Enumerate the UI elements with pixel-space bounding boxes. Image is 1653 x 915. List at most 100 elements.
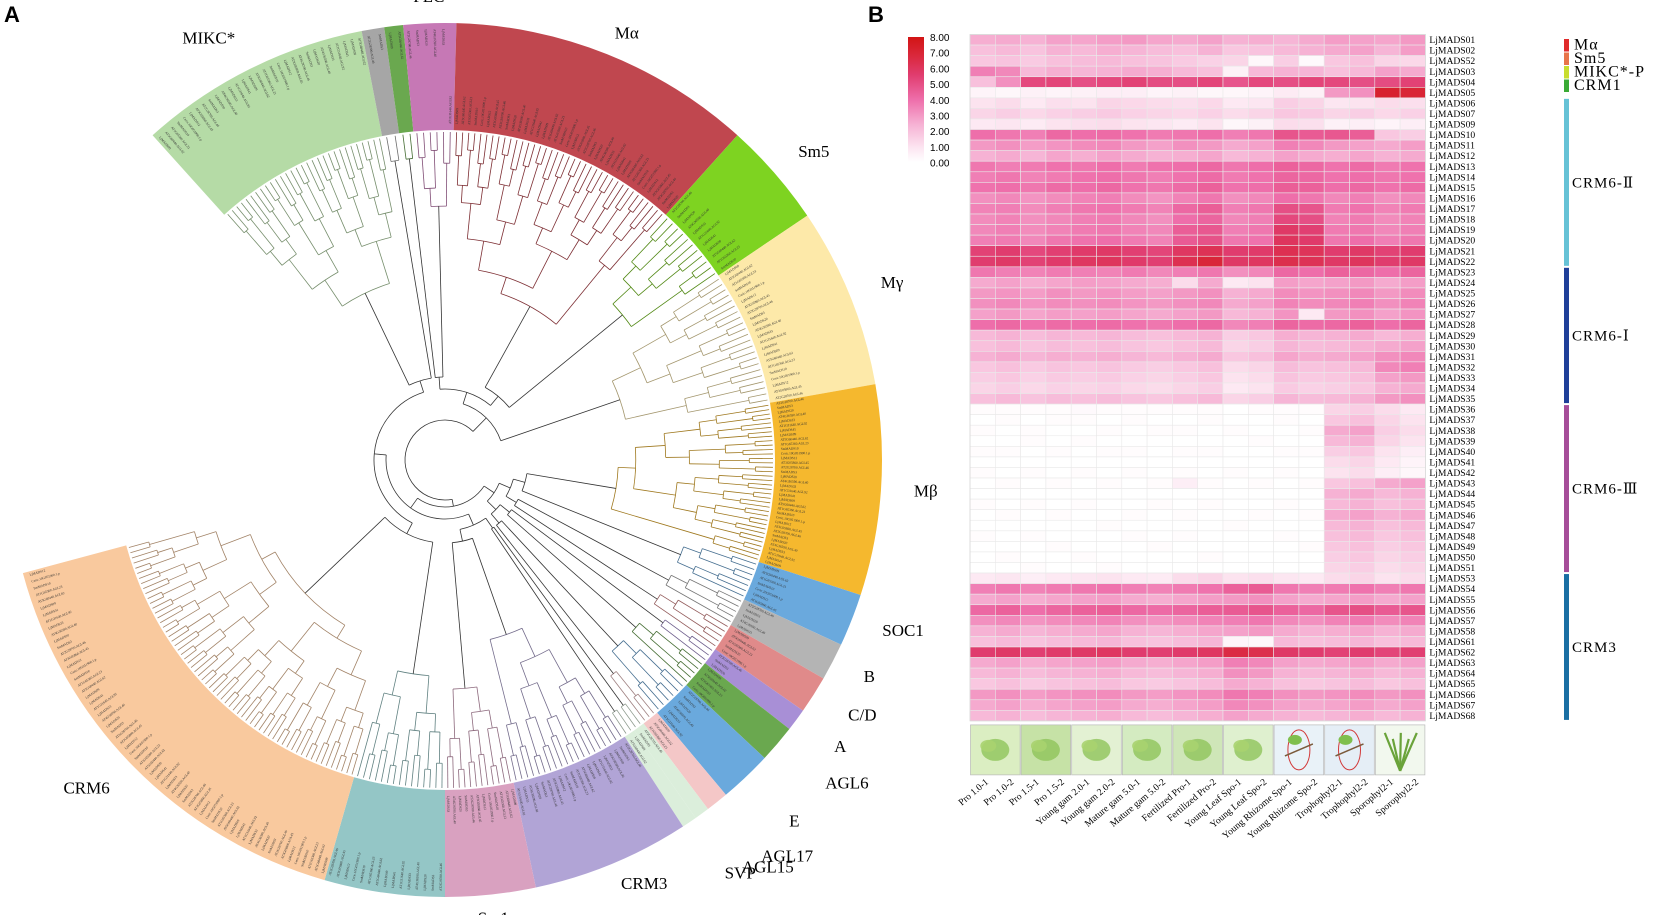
heatmap-cell <box>994 129 1021 141</box>
heatmap-cell <box>1298 372 1325 384</box>
subfamily-label: MIKC*-P <box>1574 64 1645 81</box>
heatmap-cell <box>1349 277 1376 289</box>
clade-label: AGL6 <box>825 774 868 793</box>
branch <box>489 135 494 159</box>
backbone-branch <box>496 524 614 674</box>
frond-shape <box>1399 732 1418 772</box>
heatmap-cell <box>1323 171 1350 183</box>
branch <box>682 648 702 665</box>
heatmap-cell <box>1121 572 1148 584</box>
heatmap-cell <box>1323 65 1350 78</box>
leaf-label: LjMADS33 <box>769 546 786 554</box>
branch <box>340 706 347 722</box>
branch <box>330 743 341 768</box>
backbone-branch <box>438 377 441 390</box>
branch <box>160 609 184 624</box>
row-label: LjMADS26 <box>1429 299 1475 310</box>
branch <box>615 671 637 696</box>
backbone-branch <box>459 529 463 542</box>
heatmap-cell <box>1222 245 1249 257</box>
heatmap-cell <box>969 298 996 310</box>
heatmap-cell <box>1349 224 1376 236</box>
branch <box>328 153 336 171</box>
leaf-label: LjMADS09 <box>388 32 394 49</box>
heatmap-cell <box>969 160 996 173</box>
branch <box>477 163 481 187</box>
heatmap-cell <box>1096 97 1123 109</box>
branch <box>429 188 432 207</box>
clade-label: E <box>789 812 799 831</box>
branch <box>247 649 259 661</box>
branch <box>522 142 530 166</box>
branch <box>532 250 553 289</box>
heatmap-cell <box>1172 44 1199 56</box>
branch <box>717 607 734 617</box>
branch <box>466 203 472 239</box>
row-labels: LjMADS01LjMADS02LjMADS52LjMADS03LjMADS04… <box>1429 35 1475 722</box>
heatmap-cell <box>1248 530 1274 542</box>
leaf-label: AT4G36590.AGL40 <box>320 47 332 75</box>
heatmap-cell <box>1399 572 1426 584</box>
heatmap-cell <box>1248 203 1274 215</box>
leaf-label: SmMADS10 <box>473 107 479 125</box>
heatmap-cell <box>1374 192 1401 204</box>
branch <box>716 590 720 596</box>
branch <box>324 279 343 307</box>
heatmap-cell <box>994 298 1021 310</box>
branch <box>527 163 539 198</box>
heatmap-cell <box>994 710 1021 722</box>
heatmap-cell <box>1323 710 1350 722</box>
scale-tick-label: 8.00 <box>930 33 950 44</box>
branch <box>670 334 687 344</box>
heatmap-cell <box>1323 551 1350 563</box>
heatmap-cell <box>1096 287 1123 299</box>
heatmap-cell <box>1020 678 1047 690</box>
branch <box>615 187 629 208</box>
branch <box>336 667 366 681</box>
backbone-branch <box>485 517 493 529</box>
heatmap-cell <box>1298 551 1325 563</box>
heatmap-cell <box>1146 171 1173 183</box>
heatmap-cell <box>1222 118 1249 130</box>
branch <box>429 132 432 151</box>
heatmap-cell <box>1096 625 1123 637</box>
heatmap-cell <box>1298 498 1325 511</box>
heatmap-cell <box>1146 393 1173 405</box>
heatmap-cell <box>1298 667 1325 679</box>
heatmap-cell <box>1096 213 1123 225</box>
branch <box>660 316 677 327</box>
heatmap-cell <box>1121 519 1148 532</box>
heatmap-cell <box>1298 108 1325 120</box>
heatmap-cell <box>1222 329 1249 342</box>
branch <box>735 526 765 534</box>
row-label: LjMADS53 <box>1429 574 1475 585</box>
heatmap-cell <box>1020 160 1047 173</box>
heatmap-cell <box>1172 245 1199 257</box>
heatmap-cell <box>1197 277 1224 289</box>
heatmap-cell <box>1349 614 1376 627</box>
heatmap-cell <box>994 266 1021 278</box>
heatmap-cell <box>1273 498 1300 511</box>
row-label: LjMADS48 <box>1429 531 1475 542</box>
row-label: LjMADS54 <box>1429 584 1475 595</box>
leaf-label: Ceric.10G051900.1.p <box>480 96 487 126</box>
heatmap-cell <box>1045 604 1072 616</box>
heatmap-cell <box>994 308 1021 320</box>
leaf-label: LjMADS12 <box>29 568 46 576</box>
heatmap-cell <box>1298 688 1325 701</box>
branch <box>715 504 746 511</box>
heatmap-cell <box>1096 688 1123 701</box>
heatmap-cell <box>1273 287 1300 299</box>
branch <box>550 737 563 767</box>
branch <box>456 155 460 186</box>
branch <box>578 732 591 755</box>
heatmap-cell <box>1298 361 1325 373</box>
heatmap-cell <box>1020 414 1047 426</box>
heatmap-cell <box>1197 298 1224 310</box>
heatmap-cell <box>1298 76 1325 88</box>
heatmap-cell <box>1273 446 1300 458</box>
heatmap-cell <box>1146 646 1173 658</box>
heatmap-cell <box>1399 551 1426 563</box>
heatmap-cell <box>1248 509 1274 521</box>
heatmap-cell <box>1349 646 1376 658</box>
